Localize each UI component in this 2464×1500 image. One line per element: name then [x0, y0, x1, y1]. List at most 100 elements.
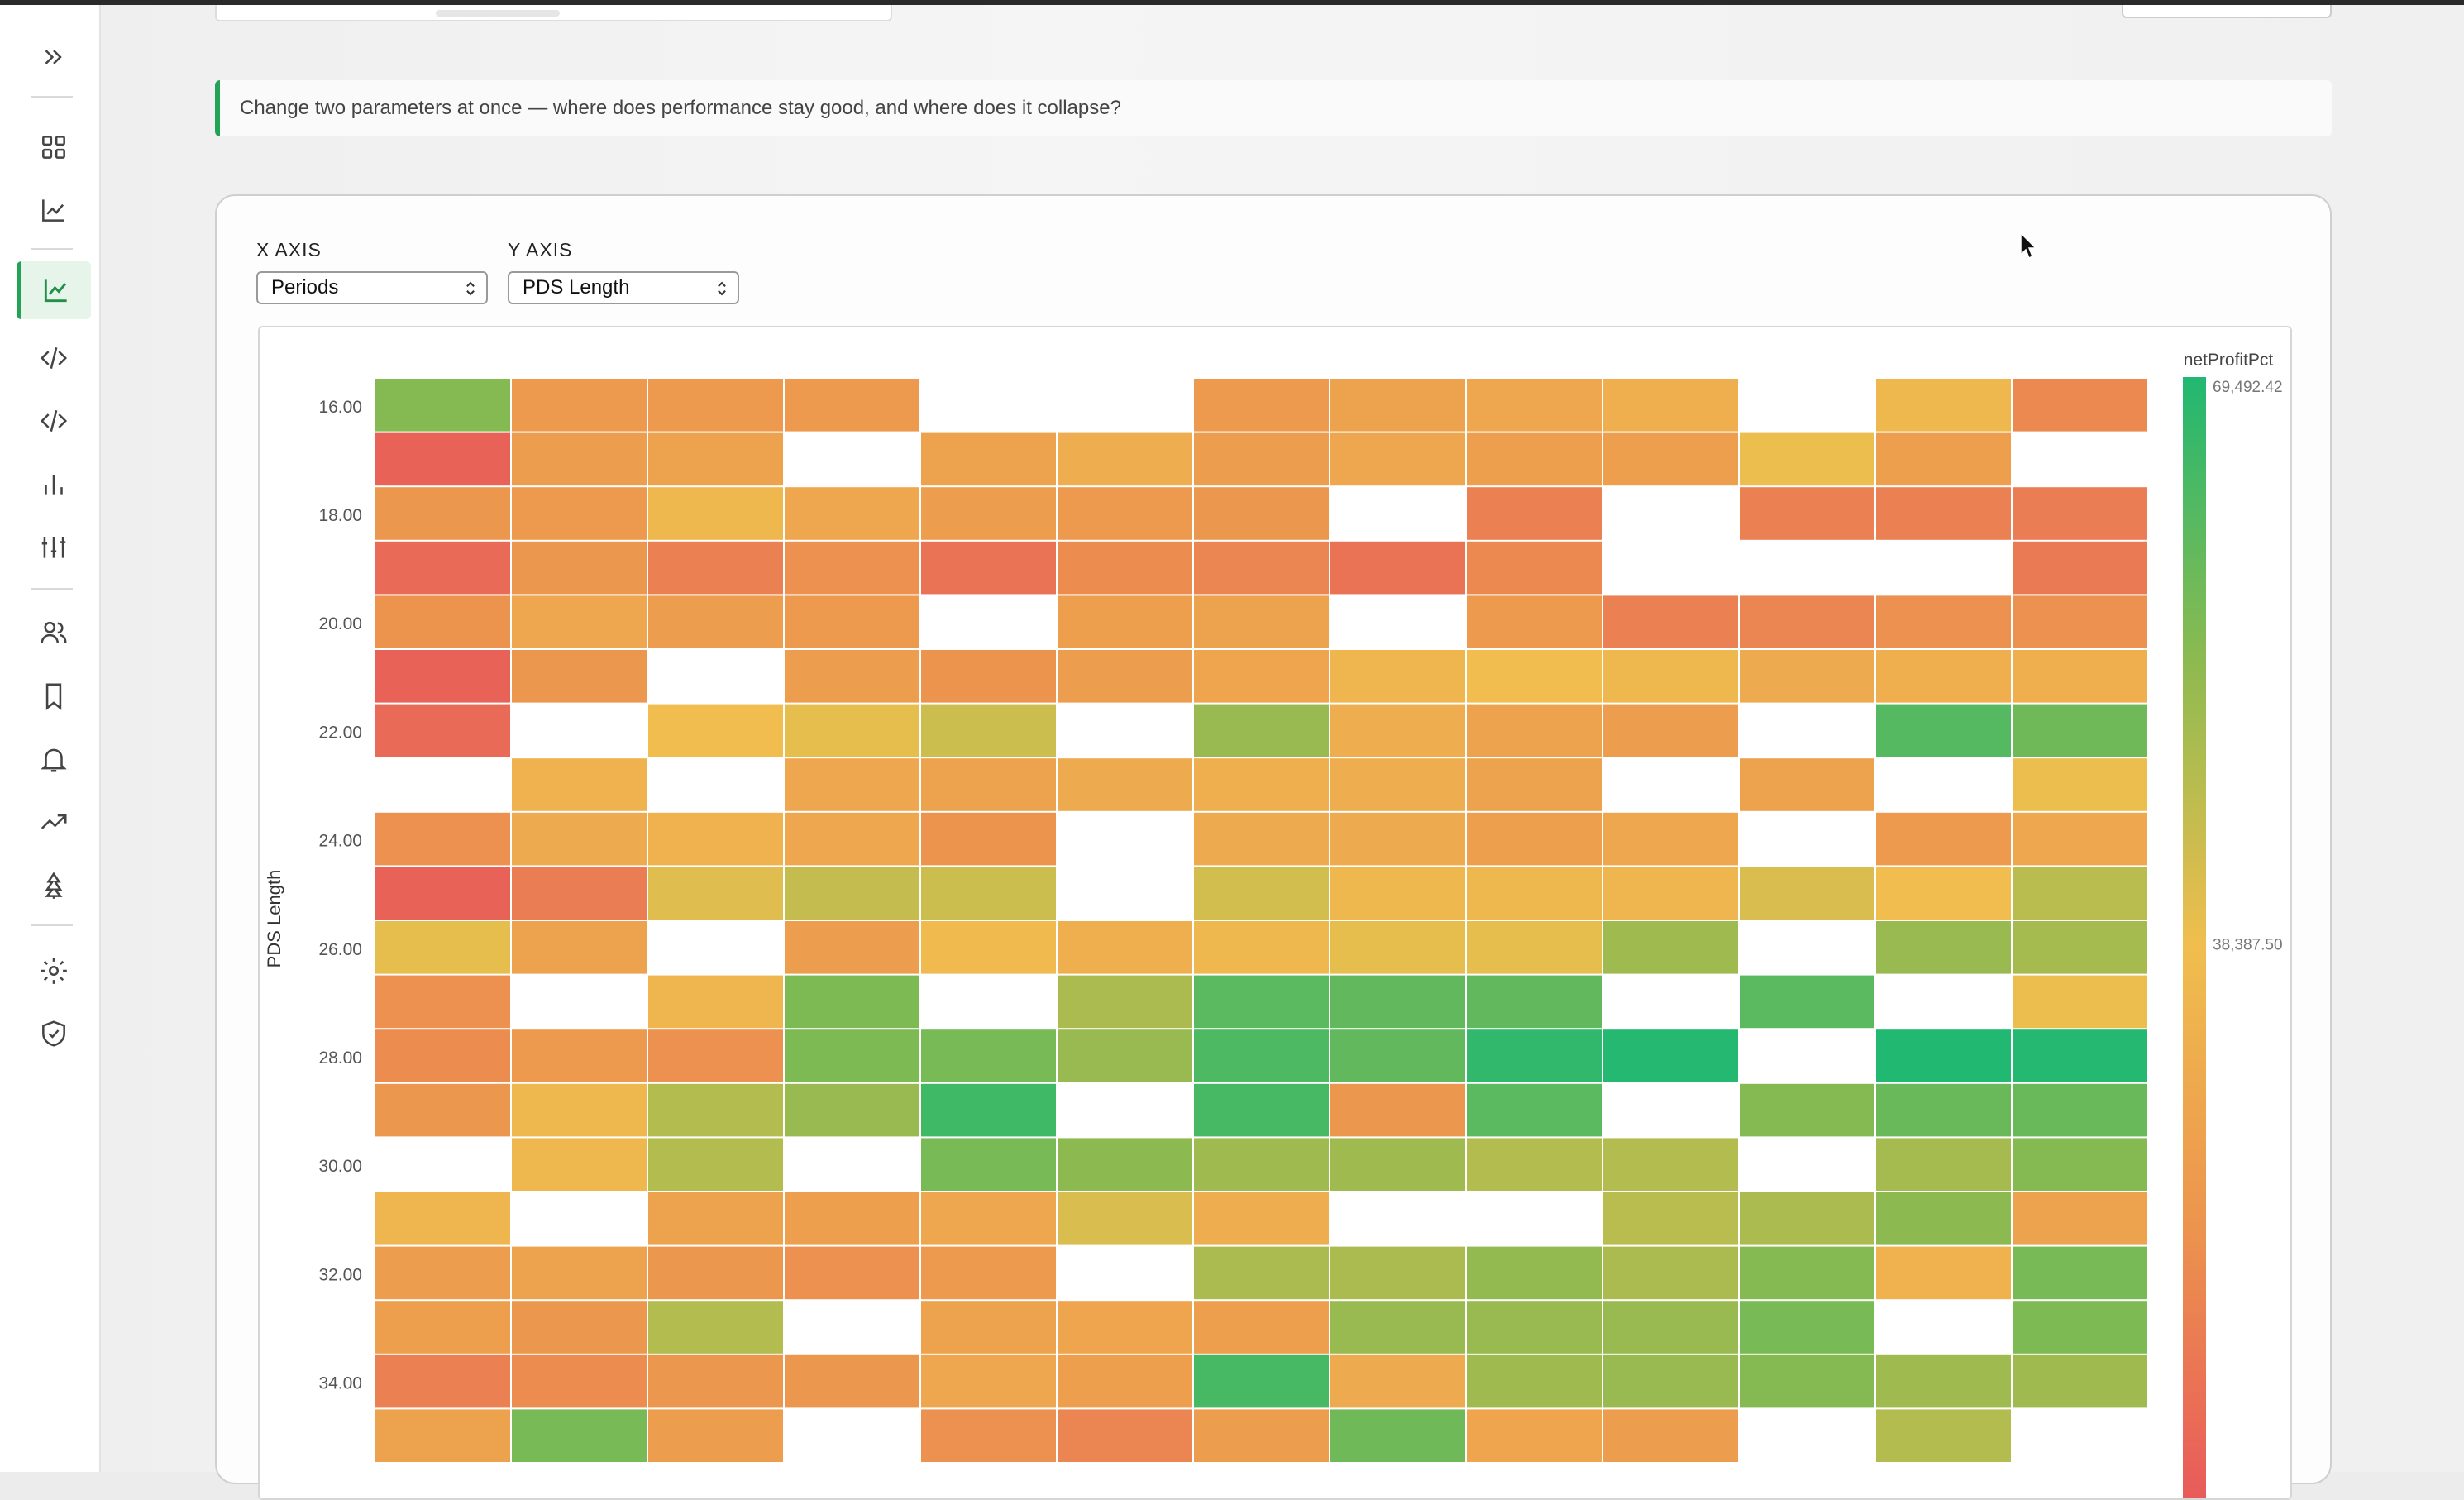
bar-chart-icon[interactable]: [17, 456, 91, 514]
y-axis-select[interactable]: PDS Length: [508, 271, 739, 304]
heatmap-cell: [1467, 758, 1602, 811]
heatmap-cell: [921, 1192, 1056, 1245]
heatmap-cell: [921, 541, 1056, 595]
heatmap-cell: [1194, 758, 1329, 811]
heatmap-cell: [1467, 1409, 1602, 1462]
heatmap-cell: [1876, 867, 2011, 920]
y-tick-label: 26.00: [318, 940, 362, 959]
heatmap-cell: [921, 1354, 1056, 1408]
heatmap-cell: [648, 541, 783, 595]
heatmap-cell: [512, 487, 647, 540]
dashboard-grid-icon[interactable]: [17, 118, 91, 176]
heatmap-cell: [1603, 379, 1738, 432]
heatmap-cell: [1058, 650, 1192, 703]
heatmap-cell: [512, 758, 647, 811]
heatmap-cell: [1876, 432, 2011, 486]
x-axis-select[interactable]: Periods: [256, 271, 488, 304]
heatmap-cell: [1058, 1354, 1192, 1408]
heatmap-cell: [375, 1409, 510, 1462]
expand-icon[interactable]: [17, 28, 91, 86]
heatmap-cell: [1194, 1246, 1329, 1300]
heatmap-cell: [1603, 595, 1738, 648]
heatmap-cell: [1876, 1409, 2011, 1462]
top-input-tab[interactable]: [436, 10, 560, 17]
heatmap-cell: [512, 650, 647, 703]
heatmap-cell: [1603, 1354, 1738, 1408]
heatmap-cell: [1194, 595, 1329, 648]
gear-icon[interactable]: [17, 942, 91, 1000]
heatmap-cell: [785, 1029, 919, 1082]
heatmap-cell: [1740, 1301, 1874, 1354]
heatmap-cell: [1058, 975, 1192, 1029]
code-icon[interactable]: [17, 329, 91, 387]
shield-check-icon[interactable]: [17, 1005, 91, 1063]
heatmap-cell: [1194, 1301, 1329, 1354]
heatmap-cell: [1194, 975, 1329, 1029]
y-tick-label: 30.00: [318, 1157, 362, 1176]
heatmap-cell: [512, 1138, 647, 1191]
heatmap-cell: [921, 1409, 1056, 1462]
heatmap-cell: [648, 812, 783, 866]
users-icon[interactable]: [17, 604, 91, 662]
line-chart-icon[interactable]: [17, 181, 91, 239]
heatmap-cell: [1330, 1409, 1465, 1462]
heatmap-cell: [512, 432, 647, 486]
heatmap-cell: [2013, 1083, 2147, 1137]
heatmap-cell: [2013, 1138, 2147, 1191]
heatmap-cell: [921, 1083, 1056, 1137]
heatmap-cell: [1330, 975, 1465, 1029]
heatmap-cell: [512, 1029, 647, 1082]
heatmap-cell: [1467, 1029, 1602, 1082]
heatmap-cell: [921, 432, 1056, 486]
heatmap-cell: [921, 1138, 1056, 1191]
heatmap-cell: [648, 1083, 783, 1137]
colorbar-title: netProfitPct: [2184, 351, 2274, 370]
code-alt-icon[interactable]: [17, 392, 91, 450]
heatmap-cell: [1467, 921, 1602, 974]
tree-icon[interactable]: [17, 857, 91, 915]
select-caret-icon: [718, 281, 726, 296]
heatmap-cell: [1876, 1192, 2011, 1245]
heatmap-cell: [785, 595, 919, 648]
heatmap-cell: [1740, 487, 1874, 540]
bell-icon[interactable]: [17, 730, 91, 788]
heatmap-cell: [1467, 595, 1602, 648]
window-top-bar: [0, 0, 2464, 5]
line-chart-active-icon[interactable]: [17, 261, 91, 319]
heatmap-cell: [1058, 921, 1192, 974]
heatmap-cell: [648, 487, 783, 540]
y-tick-label: 16.00: [318, 398, 362, 417]
bookmark-icon[interactable]: [17, 667, 91, 725]
heatmap-cell: [921, 921, 1056, 974]
heatmap-cell: [1194, 812, 1329, 866]
heatmap-cell: [921, 704, 1056, 757]
heatmap-cell: [1467, 975, 1602, 1029]
sliders-icon[interactable]: [17, 518, 91, 576]
heatmap-cell: [1330, 812, 1465, 866]
y-axis-label: Y AXIS: [508, 239, 573, 260]
heatmap-cell: [648, 1192, 783, 1245]
heatmap-cell: [512, 595, 647, 648]
heatmap-cell: [512, 1246, 647, 1300]
x-axis-select-value: Periods: [271, 276, 339, 299]
heatmap-cell: [785, 975, 919, 1029]
y-tick-label: 24.00: [318, 832, 362, 851]
heatmap-cell: [1467, 1083, 1602, 1137]
heatmap-cell: [921, 650, 1056, 703]
heatmap-cell: [2013, 595, 2147, 648]
heatmap-cell: [648, 975, 783, 1029]
top-right-button[interactable]: [2122, 5, 2332, 18]
top-input-field[interactable]: [215, 5, 892, 21]
trending-up-icon[interactable]: [17, 793, 91, 851]
heatmap-cell: [1058, 541, 1192, 595]
heatmap-cell: [1194, 432, 1329, 486]
heatmap-cell: [512, 1301, 647, 1354]
heatmap-cell: [1058, 432, 1192, 486]
heatmap-cell: [1194, 704, 1329, 757]
heatmap-cell: [512, 867, 647, 920]
heatmap-cell: [1603, 1138, 1738, 1191]
heatmap-svg: 16.00 18.00 20.00 22.00 24.00 26.00 28.00 30.00…: [264, 351, 2283, 1498]
y-axis-select-value: PDS Length: [523, 276, 630, 299]
info-banner: Change two parameters at once — where do…: [215, 80, 2332, 136]
heatmap-cell: [1194, 867, 1329, 920]
